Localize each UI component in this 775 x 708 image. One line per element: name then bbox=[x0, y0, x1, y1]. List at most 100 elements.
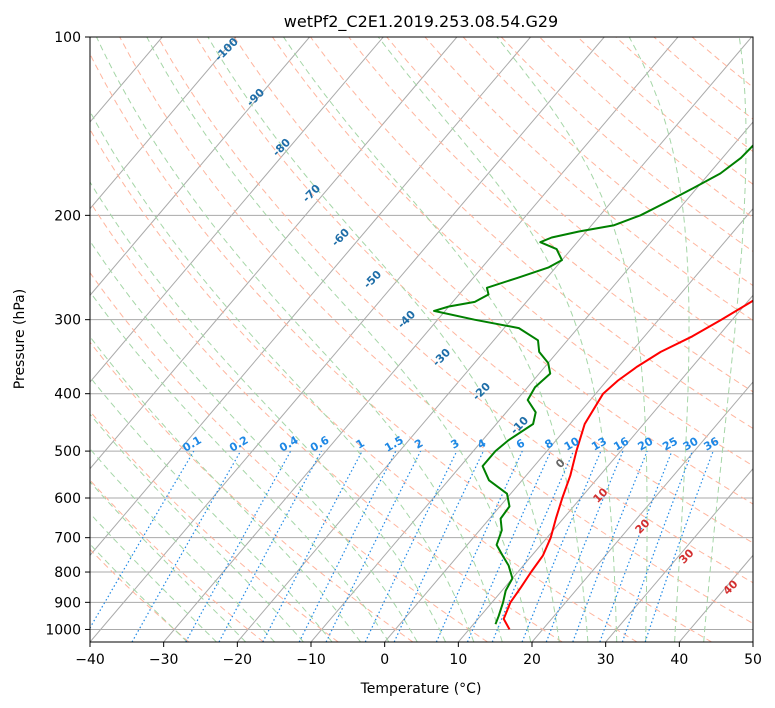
x-tick-label: −10 bbox=[296, 652, 326, 668]
mixing-ratio-line bbox=[545, 450, 624, 642]
dry-adiabat bbox=[233, 37, 753, 505]
moist-adiabat-label: 10 bbox=[591, 485, 611, 505]
mixing-ratio-label: 8 bbox=[542, 437, 555, 452]
isotherm-line bbox=[531, 381, 753, 642]
dry-adiabat-label: -90 bbox=[244, 86, 267, 109]
dry-adiabat bbox=[310, 37, 753, 430]
dry-adiabat bbox=[90, 201, 563, 642]
moist-adiabat bbox=[90, 181, 447, 642]
dry-adiabat bbox=[90, 410, 339, 642]
x-tick-label: 0 bbox=[380, 652, 389, 668]
moist-adiabat bbox=[703, 37, 747, 642]
mixing-ratio-label: 6 bbox=[514, 436, 527, 451]
dewpoint-profile bbox=[433, 144, 753, 625]
mixing-ratio-line bbox=[572, 450, 648, 642]
x-tick-label: −40 bbox=[75, 652, 105, 668]
moist-adiabat bbox=[90, 413, 304, 642]
mixing-ratio-line bbox=[262, 450, 363, 642]
moist-adiabat bbox=[146, 37, 532, 642]
y-tick-label: 300 bbox=[54, 313, 81, 329]
moist-adiabat bbox=[90, 481, 247, 642]
isotherm-line bbox=[605, 467, 753, 642]
isotherm-line bbox=[90, 37, 458, 470]
mixing-ratio-line bbox=[185, 450, 292, 642]
dry-adiabat-label: -80 bbox=[270, 136, 293, 159]
moist-adiabat bbox=[90, 512, 217, 642]
dry-adiabat bbox=[653, 37, 753, 120]
moist-adiabat-label: 20 bbox=[633, 516, 653, 536]
y-axis-label: Pressure (hPa) bbox=[12, 289, 28, 389]
mixing-ratio-line bbox=[435, 450, 523, 642]
isotherm-line bbox=[457, 294, 753, 642]
y-tick-label: 700 bbox=[54, 531, 81, 547]
mixing-ratio-line bbox=[90, 450, 195, 630]
dry-adiabat bbox=[195, 37, 753, 544]
isotherm-line bbox=[90, 37, 310, 297]
isotherm-line bbox=[236, 37, 752, 642]
dry-adiabat-label: -20 bbox=[470, 380, 493, 403]
dry-adiabat-label: -60 bbox=[329, 226, 352, 249]
isotherm-line bbox=[90, 37, 531, 557]
mixing-ratio-line bbox=[644, 450, 714, 642]
dry-adiabat bbox=[90, 271, 488, 642]
isotherm-line bbox=[678, 554, 753, 642]
isotherm-line bbox=[163, 37, 679, 642]
isotherm-line bbox=[90, 37, 605, 642]
isotherm-line bbox=[90, 37, 384, 383]
mixing-ratio-label: 3 bbox=[448, 437, 461, 452]
moist-adiabat bbox=[283, 37, 589, 642]
y-tick-label: 100 bbox=[54, 30, 81, 46]
moist-adiabat bbox=[90, 291, 390, 642]
dry-adiabat bbox=[90, 52, 712, 642]
mixing-ratio-line bbox=[364, 450, 458, 642]
dry-adiabat bbox=[462, 37, 753, 287]
mixing-ratio-line bbox=[393, 450, 484, 642]
dry-adiabat bbox=[90, 341, 414, 642]
mixing-ratio-line bbox=[466, 450, 552, 642]
moist-adiabat bbox=[96, 37, 503, 642]
x-axis-label: Temperature (°C) bbox=[360, 681, 482, 697]
dry-adiabat bbox=[90, 479, 264, 642]
y-tick-label: 500 bbox=[54, 444, 81, 460]
x-tick-label: 30 bbox=[597, 652, 615, 668]
dry-adiabat bbox=[157, 37, 753, 584]
isotherm-line bbox=[384, 207, 753, 642]
temperature-profile bbox=[502, 299, 753, 630]
dry-adiabat bbox=[90, 128, 638, 642]
isotherm-line bbox=[752, 641, 753, 642]
mixing-ratio-line bbox=[521, 450, 602, 642]
dry-adiabat-label: -70 bbox=[300, 182, 323, 205]
x-tick-label: 50 bbox=[744, 652, 762, 668]
y-tick-label: 800 bbox=[54, 565, 81, 581]
plot-frame bbox=[89, 36, 754, 643]
dry-adiabat-label: -30 bbox=[430, 346, 453, 369]
y-tick-label: 900 bbox=[54, 595, 81, 611]
moist-adiabat bbox=[90, 376, 333, 642]
moist-adiabat bbox=[90, 110, 475, 642]
x-tick-label: −30 bbox=[149, 652, 179, 668]
isotherm-line bbox=[90, 37, 237, 210]
dry-adiabat bbox=[615, 37, 753, 153]
moist-adiabat bbox=[90, 448, 275, 642]
dry-adiabat bbox=[539, 37, 753, 219]
y-tick-label: 1000 bbox=[45, 622, 81, 638]
dry-adiabat bbox=[348, 37, 753, 393]
x-tick-label: 10 bbox=[449, 652, 467, 668]
mixing-ratio-line bbox=[218, 450, 323, 642]
mixing-ratio-line bbox=[298, 450, 397, 642]
dry-adiabat-label: -40 bbox=[395, 308, 418, 331]
y-tick-label: 400 bbox=[54, 387, 81, 403]
moist-adiabat bbox=[90, 240, 418, 642]
moist-adiabat bbox=[90, 335, 361, 642]
x-tick-label: −20 bbox=[223, 652, 253, 668]
chart-title: wetPf2_C2E1.2019.253.08.54.G29 bbox=[284, 12, 558, 32]
mixing-ratio-line bbox=[599, 450, 673, 642]
mixing-ratio-label: 4 bbox=[475, 436, 488, 451]
moist-adiabat bbox=[496, 37, 648, 642]
dry-adiabat-label: -100 bbox=[212, 35, 241, 64]
moist-adiabat bbox=[207, 37, 560, 642]
moist-adiabat bbox=[377, 37, 618, 642]
mixing-ratio-line bbox=[621, 450, 693, 642]
